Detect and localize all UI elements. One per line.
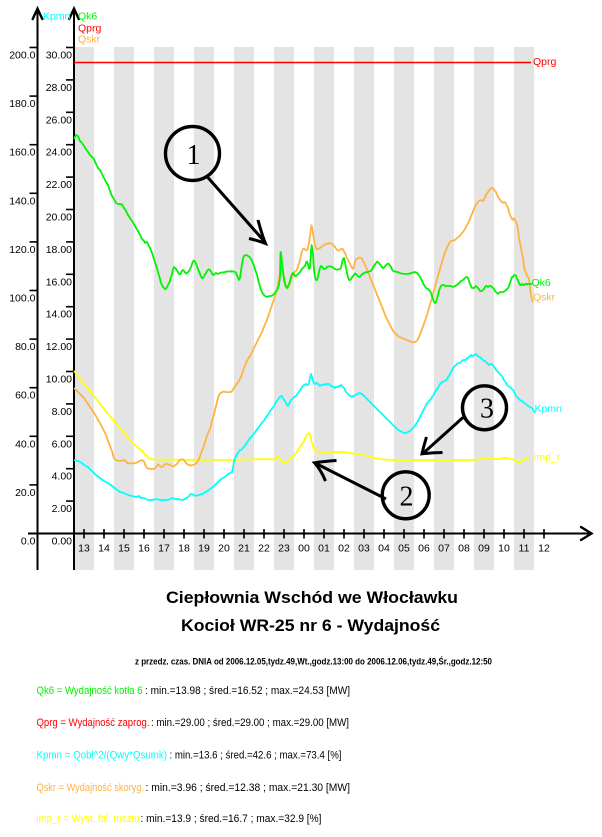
svg-text:imp_r = Wyst. fal. rusztu: imp_r = Wyst. fal. rusztu (37, 813, 140, 825)
svg-text:11: 11 (519, 543, 530, 555)
svg-text:22.00: 22.00 (46, 179, 72, 191)
svg-text:8.00: 8.00 (52, 406, 73, 418)
svg-text:14: 14 (98, 543, 110, 555)
svg-text:80.0: 80.0 (15, 341, 36, 353)
svg-text:Kpmn: Kpmn (43, 11, 71, 23)
svg-text:06: 06 (418, 543, 430, 555)
svg-text:00: 00 (298, 543, 310, 555)
svg-text:14.00: 14.00 (46, 309, 72, 321)
svg-text:Kocioł WR-25 nr 6 - Wydajność: Kocioł WR-25 nr 6 - Wydajność (181, 616, 440, 635)
svg-text:60.0: 60.0 (15, 390, 36, 402)
svg-text:15: 15 (118, 543, 130, 555)
svg-text:22: 22 (258, 543, 270, 555)
svg-text:20.00: 20.00 (46, 212, 72, 224)
svg-text:16.00: 16.00 (46, 276, 72, 288)
svg-text:20.0: 20.0 (15, 487, 36, 499)
svg-text:21: 21 (238, 543, 250, 555)
svg-text:01: 01 (318, 543, 330, 555)
svg-text:20: 20 (218, 543, 230, 555)
svg-text:19: 19 (198, 543, 210, 555)
svg-text:17: 17 (158, 543, 170, 555)
svg-text:: min.=29.00 ; śred.=29.00 ; m: : min.=29.00 ; śred.=29.00 ; max.=29.00 … (151, 717, 349, 729)
svg-text:120.0: 120.0 (9, 244, 35, 256)
svg-text:Qskr: Qskr (78, 34, 101, 46)
svg-text:04: 04 (378, 543, 390, 555)
svg-text:05: 05 (398, 543, 410, 555)
svg-text:: min.=13.6 ; śred.=42.6 ; max: : min.=13.6 ; śred.=42.6 ; max.=73.4 [%] (170, 750, 342, 762)
svg-text:Kpmn = Qobl^2/(Qwy*Qsumk): Kpmn = Qobl^2/(Qwy*Qsumk) (37, 750, 168, 762)
svg-text:Qk6: Qk6 (532, 277, 551, 289)
svg-text:Qk6: Qk6 (78, 11, 97, 23)
svg-text:10: 10 (498, 543, 510, 555)
svg-text:180.0: 180.0 (9, 98, 35, 110)
svg-text:: min.=13.9 ; śred.=16.7 ; max: : min.=13.9 ; śred.=16.7 ; max.=32.9 [%] (141, 813, 322, 825)
svg-text:08: 08 (458, 543, 470, 555)
svg-text:: min.=3.96 ; śred.=12.38 ; ma: : min.=3.96 ; śred.=12.38 ; max.=21.30 [… (146, 782, 351, 794)
svg-text:160.0: 160.0 (9, 147, 35, 159)
svg-text:Kpmn: Kpmn (535, 403, 563, 415)
svg-text:Qprg: Qprg (533, 56, 557, 68)
svg-text:1: 1 (187, 140, 201, 171)
svg-text:Ciepłownia Wschód we Włocławku: Ciepłownia Wschód we Włocławku (166, 588, 458, 607)
svg-text:100.0: 100.0 (9, 293, 35, 305)
svg-text:30.00: 30.00 (46, 50, 72, 62)
svg-text:Qprg = Wydajność zaprog.: Qprg = Wydajność zaprog. (37, 717, 150, 729)
svg-text:10.00: 10.00 (46, 374, 72, 386)
svg-text:0.0: 0.0 (21, 536, 36, 548)
svg-text:Qprg: Qprg (78, 23, 102, 35)
svg-text:16: 16 (138, 543, 150, 555)
svg-text:140.0: 140.0 (9, 195, 35, 207)
svg-text:03: 03 (358, 543, 370, 555)
svg-text:18: 18 (178, 543, 190, 555)
svg-text:2.00: 2.00 (52, 503, 73, 515)
svg-text:13: 13 (78, 543, 90, 555)
svg-text:4.00: 4.00 (52, 471, 73, 483)
svg-text:Qk6 = Wydajność kotła 6: Qk6 = Wydajność kotła 6 (37, 685, 143, 697)
svg-text:23: 23 (278, 543, 290, 555)
svg-text:6.00: 6.00 (52, 438, 73, 450)
svg-text:imp_r: imp_r (534, 452, 561, 464)
svg-text:Qskr: Qskr (533, 292, 556, 304)
svg-text:07: 07 (438, 543, 450, 555)
svg-text:26.00: 26.00 (46, 114, 72, 126)
svg-text:: min.=13.98 ; śred.=16.52 ; m: : min.=13.98 ; śred.=16.52 ; max.=24.53 … (145, 685, 350, 697)
svg-text:12.00: 12.00 (46, 341, 72, 353)
svg-text:z przedz. czas. DNIA od 2006.1: z przedz. czas. DNIA od 2006.12.05,tydz.… (135, 656, 492, 667)
svg-text:Qskr = Wydajność skoryg.: Qskr = Wydajność skoryg. (37, 782, 145, 794)
svg-text:18.00: 18.00 (46, 244, 72, 256)
svg-text:09: 09 (478, 543, 490, 555)
svg-text:0.00: 0.00 (52, 536, 73, 548)
svg-text:28.00: 28.00 (46, 82, 72, 94)
svg-text:200.0: 200.0 (9, 50, 35, 62)
svg-text:2: 2 (400, 482, 414, 513)
svg-text:02: 02 (338, 543, 350, 555)
svg-text:12: 12 (538, 543, 550, 555)
svg-text:3: 3 (480, 394, 494, 425)
svg-text:24.00: 24.00 (46, 147, 72, 159)
svg-text:40.0: 40.0 (15, 438, 36, 450)
